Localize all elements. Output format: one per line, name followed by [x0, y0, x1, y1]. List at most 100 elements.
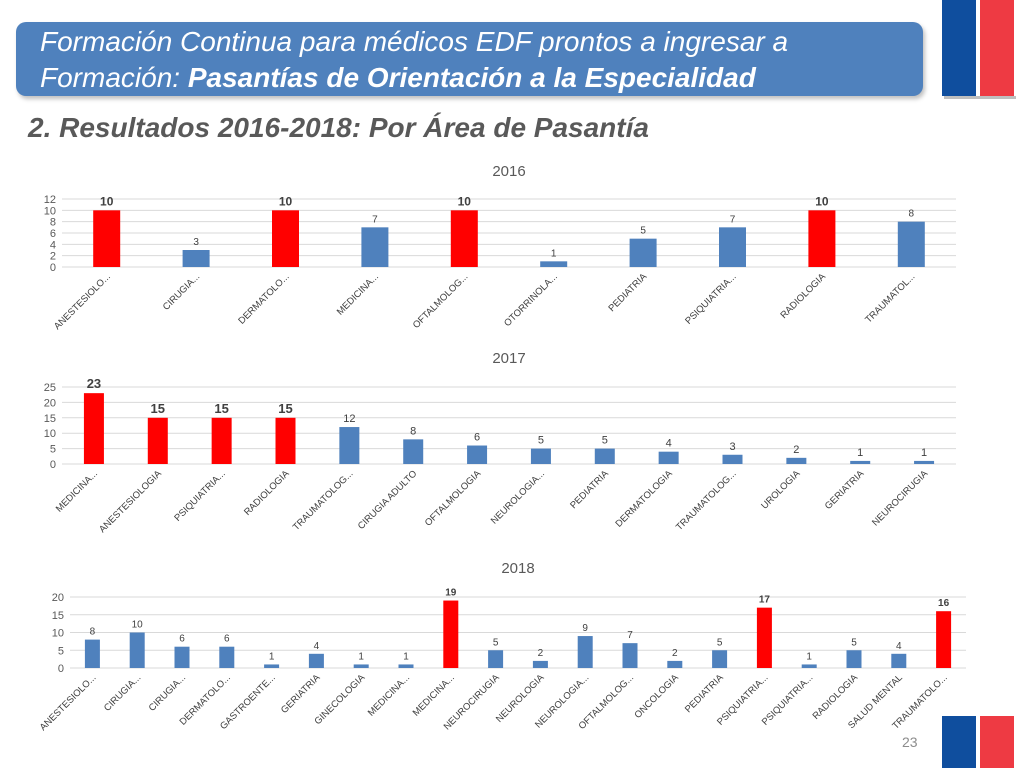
- bar-2-7: [398, 664, 414, 668]
- data-label: 1: [403, 651, 409, 662]
- bar-1-11: [786, 457, 807, 464]
- data-label: 1: [806, 651, 812, 662]
- x-tick-label: OTORRINOLA...: [502, 271, 560, 329]
- x-tick-label: CIRUGIA...: [147, 672, 188, 713]
- x-tick-label: MEDICINA...: [335, 271, 381, 317]
- y-tick-label: 6: [50, 228, 56, 240]
- data-label: 3: [729, 441, 735, 453]
- data-label: 1: [269, 651, 275, 662]
- y-tick-label: 25: [44, 382, 56, 394]
- chart-title-0: 2016: [492, 163, 525, 180]
- y-tick-label: 10: [44, 428, 56, 440]
- x-tick-label: GERIATRIA: [823, 468, 867, 512]
- y-tick-label: 10: [44, 205, 56, 217]
- data-label: 1: [358, 651, 364, 662]
- bar-2-9: [488, 650, 504, 668]
- data-label: 19: [445, 588, 457, 599]
- data-label: 4: [314, 641, 320, 652]
- bar-1-7: [530, 448, 551, 464]
- bar-1-6: [467, 445, 488, 464]
- bar-0-7: [719, 227, 746, 267]
- data-label: 1: [551, 248, 557, 259]
- data-label: 1: [857, 447, 863, 459]
- bar-2-11: [577, 636, 593, 668]
- data-label: 8: [90, 627, 96, 638]
- bar-1-4: [339, 427, 360, 464]
- flag-white-stripe: [976, 0, 980, 96]
- data-label: 10: [279, 194, 293, 208]
- bar-2-8: [443, 600, 459, 668]
- data-label: 16: [938, 598, 950, 609]
- data-label: 15: [278, 401, 292, 416]
- bar-2-3: [219, 646, 235, 668]
- flag-blue-stripe: [942, 0, 976, 96]
- title-line-2-plain: Formación:: [40, 62, 188, 93]
- data-label: 2: [672, 648, 678, 659]
- bar-2-12: [622, 643, 638, 668]
- bar-2-14: [712, 650, 728, 668]
- bar-1-9: [658, 451, 679, 464]
- flag-red-stripe: [980, 0, 1014, 96]
- y-tick-label: 15: [44, 413, 56, 425]
- bar-0-2: [272, 210, 299, 267]
- data-label: 23: [87, 376, 101, 391]
- y-tick-label: 15: [52, 610, 64, 622]
- bar-2-15: [756, 607, 772, 668]
- data-label: 12: [343, 413, 355, 425]
- bar-2-4: [264, 664, 280, 668]
- bar-1-10: [722, 454, 743, 464]
- data-label: 5: [851, 637, 857, 648]
- x-tick-label: DERMATOLOGIA: [613, 468, 675, 530]
- flag-logo-bottom: [942, 716, 1014, 768]
- flag-blue-stripe: [942, 716, 976, 768]
- data-label: 1: [921, 447, 927, 459]
- data-label: 5: [717, 637, 723, 648]
- x-tick-label: TRAUMATOLOG...: [291, 468, 356, 533]
- x-tick-label: OFTALMOLOG...: [411, 271, 471, 331]
- data-label: 3: [193, 237, 199, 248]
- data-label: 2: [538, 648, 544, 659]
- y-tick-label: 0: [50, 262, 56, 274]
- y-tick-label: 5: [58, 645, 64, 657]
- bar-2-5: [308, 653, 324, 668]
- bar-1-0: [83, 393, 104, 464]
- x-tick-label: RADIOLOGIA: [811, 672, 861, 722]
- data-label: 5: [602, 435, 608, 447]
- y-tick-label: 0: [50, 459, 56, 471]
- x-tick-label: PSIQUIATRIA...: [172, 468, 227, 523]
- flag-logo-top: [942, 0, 1016, 99]
- x-tick-label: CIRUGIA...: [102, 672, 143, 713]
- bar-2-0: [84, 639, 100, 668]
- page-number: 23: [902, 734, 918, 750]
- y-tick-label: 0: [58, 663, 64, 675]
- y-tick-label: 20: [52, 592, 64, 604]
- x-tick-label: DERMATOLO...: [236, 271, 291, 326]
- x-tick-label: PEDIATRIA: [568, 468, 611, 511]
- data-label: 5: [493, 637, 499, 648]
- x-tick-label: MEDICINA...: [411, 672, 457, 718]
- section-subtitle: 2. Resultados 2016-2018: Por Área de Pas…: [28, 112, 649, 143]
- flag-shadow: [944, 96, 1016, 99]
- data-label: 7: [372, 214, 378, 225]
- bar-1-1: [147, 417, 168, 464]
- title-line-2-bold: Pasantías de Orientación a la Especialid…: [187, 62, 756, 93]
- data-label: 7: [730, 214, 736, 225]
- bar-0-1: [182, 250, 210, 267]
- bar-1-8: [594, 448, 615, 464]
- title-line-2: Formación: Pasantías de Orientación a la…: [40, 62, 756, 94]
- flag-red-stripe: [980, 716, 1014, 768]
- data-label: 10: [132, 620, 144, 631]
- bar-2-10: [532, 660, 548, 668]
- data-label: 5: [640, 226, 646, 237]
- bar-0-4: [450, 210, 478, 267]
- chart-title-2: 2018: [501, 560, 534, 577]
- x-tick-label: ANESTESIOLOGIA: [97, 468, 164, 535]
- bar-2-2: [174, 646, 190, 668]
- data-label: 6: [179, 634, 185, 645]
- data-label: 9: [582, 623, 588, 634]
- x-tick-label: RADIOLOGIA: [242, 468, 292, 518]
- y-tick-label: 8: [50, 217, 56, 229]
- bar-0-3: [361, 227, 389, 267]
- bar-2-18: [891, 653, 907, 668]
